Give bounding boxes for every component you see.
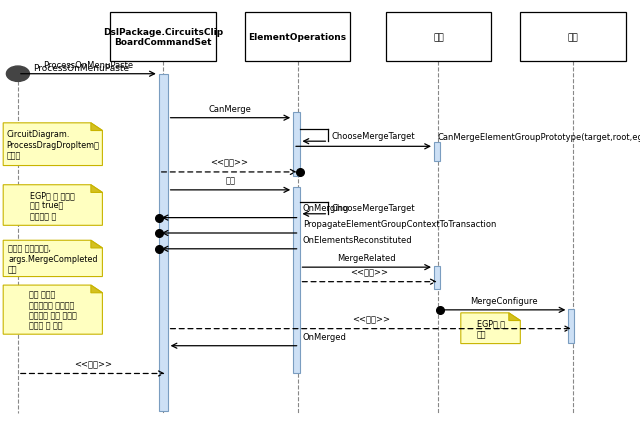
FancyBboxPatch shape: [434, 143, 440, 162]
Text: ProcessOnMenuPaste: ProcessOnMenuPaste: [44, 60, 133, 69]
Text: 대상: 대상: [433, 33, 444, 42]
Text: DslPackage.CircuitsClip
BoardCommandSet: DslPackage.CircuitsClip BoardCommandSet: [103, 28, 223, 47]
Polygon shape: [3, 124, 102, 166]
Polygon shape: [3, 185, 102, 226]
Text: MergeRelated: MergeRelated: [337, 253, 396, 262]
Text: ElementOperations: ElementOperations: [248, 33, 347, 42]
FancyBboxPatch shape: [293, 187, 300, 373]
FancyBboxPatch shape: [520, 13, 626, 62]
Text: 소스: 소스: [568, 33, 578, 42]
Text: <<반환>>: <<반환>>: [352, 315, 390, 324]
FancyBboxPatch shape: [434, 266, 440, 290]
Polygon shape: [3, 285, 102, 334]
Text: MergeConfigure: MergeConfigure: [470, 296, 538, 305]
Circle shape: [6, 67, 29, 82]
Text: ProcessOnMenuPaste: ProcessOnMenuPaste: [33, 63, 129, 73]
Text: 처리를 중지하려면,
args.MergeCompleted
설정: 처리를 중지하려면, args.MergeCompleted 설정: [8, 244, 97, 273]
Text: <<반환>>: <<반환>>: [210, 158, 248, 167]
Text: ChooseMergeTarget: ChooseMergeTarget: [332, 131, 415, 141]
Polygon shape: [91, 241, 102, 248]
FancyBboxPatch shape: [293, 113, 300, 177]
Polygon shape: [91, 185, 102, 193]
FancyBboxPatch shape: [159, 75, 168, 411]
Text: OnMerged: OnMerged: [303, 332, 347, 341]
Text: 요소 그릉을
저장하므로 셸이프가
설정되면 수정 규칙을
사용할 수 있음: 요소 그릉을 저장하므로 셸이프가 설정되면 수정 규칙을 사용할 수 있음: [29, 290, 77, 330]
Text: OnElementsReconstituted: OnElementsReconstituted: [303, 235, 412, 244]
FancyBboxPatch shape: [385, 13, 492, 62]
Text: CircuitDiagram.
ProcessDragDropItem이
동일함: CircuitDiagram. ProcessDragDropItem이 동일함: [6, 130, 99, 160]
Text: CanMergeElementGroupPrototype(target,root,egp): CanMergeElementGroupPrototype(target,roo…: [437, 133, 640, 142]
Text: ChooseMergeTarget: ChooseMergeTarget: [332, 204, 415, 213]
FancyBboxPatch shape: [568, 309, 574, 343]
FancyBboxPatch shape: [245, 13, 351, 62]
Polygon shape: [3, 241, 102, 277]
Polygon shape: [461, 313, 520, 344]
Text: OnMerging: OnMerging: [303, 204, 349, 213]
Text: 병합: 병합: [225, 176, 236, 185]
Text: CanMerge: CanMerge: [209, 104, 252, 113]
Text: EGP의 각
루트: EGP의 각 루트: [477, 319, 504, 338]
Text: PropagateElementGroupContextToTransaction: PropagateElementGroupContextToTransactio…: [303, 219, 496, 228]
Text: <<반환>>: <<반환>>: [351, 268, 388, 277]
Text: <<반홈>>: <<반홈>>: [74, 360, 112, 368]
Polygon shape: [91, 285, 102, 293]
Polygon shape: [91, 124, 102, 131]
Text: EGP의 각 루트에
대해 true를
반환해야 함: EGP의 각 루트에 대해 true를 반환해야 함: [31, 191, 75, 220]
Polygon shape: [509, 313, 520, 321]
FancyBboxPatch shape: [110, 13, 216, 62]
